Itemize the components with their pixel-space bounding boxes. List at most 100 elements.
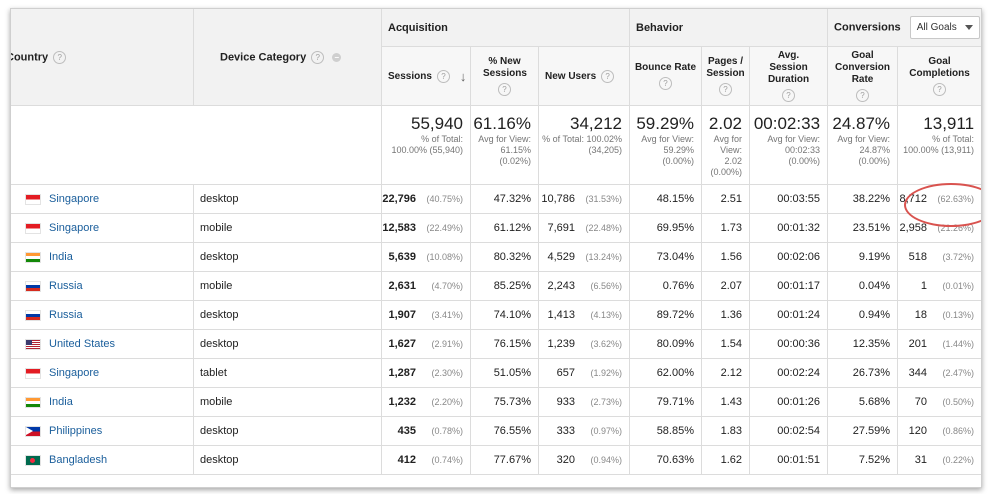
bounce-rate-header[interactable]: Bounce Rate? xyxy=(629,46,702,106)
country-cell: Singapore xyxy=(11,184,194,214)
goal-completions-percent: (0.50%) xyxy=(942,397,975,407)
new-users-value: 933 xyxy=(556,396,575,408)
bounce-rate-cell: 89.72% xyxy=(629,300,702,330)
new-users-percent: (2.73%) xyxy=(590,397,622,407)
russia-flag-icon xyxy=(26,281,40,291)
sessions-percent: (22.49%) xyxy=(426,223,463,233)
help-icon[interactable]: ? xyxy=(933,83,947,96)
sessions-value: 1,287 xyxy=(388,367,416,379)
country-link[interactable]: Singapore xyxy=(49,193,100,205)
sessions-header[interactable]: Sessions? ↓ xyxy=(381,46,471,106)
avg-session-duration-cell: 00:03:55 xyxy=(748,184,829,214)
help-icon[interactable]: ? xyxy=(782,89,796,102)
remove-dimension-icon[interactable]: − xyxy=(332,52,342,62)
country-link[interactable]: India xyxy=(49,251,73,263)
total-pct-new-sub: Avg for View: 61.15% (0.02%) xyxy=(478,134,531,166)
avg-session-duration-header[interactable]: Avg. Session Duration? xyxy=(748,46,829,106)
pages-per-session-cell: 2.51 xyxy=(701,184,750,214)
sessions-header-label: Sessions xyxy=(388,70,432,82)
country-cell: India xyxy=(11,242,194,272)
conversions-label: Conversions xyxy=(834,21,901,34)
avg-session-duration-label: Avg. Session Duration xyxy=(767,50,810,85)
bounce-rate-cell: 58.85% xyxy=(629,416,702,446)
device-cell: tablet xyxy=(193,358,382,388)
device-cell: desktop xyxy=(193,184,382,214)
country-link[interactable]: India xyxy=(49,396,73,408)
country-link[interactable]: United States xyxy=(49,338,116,350)
help-icon[interactable]: ? xyxy=(659,77,672,90)
total-pages-value: 2.02 xyxy=(708,114,742,133)
goal-completions-percent: (1.44%) xyxy=(942,339,975,349)
bounce-rate-cell: 69.95% xyxy=(629,213,702,243)
pages-per-session-cell: 2.12 xyxy=(701,358,750,388)
avg-session-duration-cell: 00:02:06 xyxy=(748,242,829,272)
help-icon[interactable]: ? xyxy=(719,83,732,96)
country-cell: India xyxy=(11,387,194,417)
pct-new-sessions-cell: 75.73% xyxy=(470,387,539,417)
help-icon[interactable]: ? xyxy=(856,89,870,102)
goal-completions-header[interactable]: Goal Completions? xyxy=(897,46,981,106)
country-link[interactable]: Russia xyxy=(49,309,83,321)
new-users-value: 333 xyxy=(556,425,575,437)
goal-completions-percent: (0.86%) xyxy=(942,426,975,436)
country-cell: Russia xyxy=(11,300,194,330)
goal-completions-cell: 1 (0.01%) xyxy=(897,271,981,301)
goal-completions-percent: (3.72%) xyxy=(942,252,975,262)
new-users-header[interactable]: New Users? xyxy=(538,46,630,106)
goal-conversion-rate-cell: 0.04% xyxy=(827,271,899,301)
pct-new-sessions-cell: 85.25% xyxy=(470,271,539,301)
device-cell: mobile xyxy=(193,213,382,243)
total-new-users-value: 34,212 xyxy=(570,114,622,133)
country-link[interactable]: Singapore xyxy=(49,222,100,234)
country-header[interactable]: Country? xyxy=(11,9,194,106)
goal-completions-percent: (2.47%) xyxy=(942,368,975,378)
pct-new-sessions-header[interactable]: % New Sessions? xyxy=(470,46,539,106)
help-icon[interactable]: ? xyxy=(498,83,511,96)
device-category-header[interactable]: Device Category? − xyxy=(193,9,382,106)
pct-new-sessions-cell: 61.12% xyxy=(470,213,539,243)
pages-per-session-header[interactable]: Pages / Session? xyxy=(701,46,750,106)
table-row: Russia desktop 1,907 (3.41%) 74.10% 1,413 (4.1… xyxy=(11,300,981,330)
sessions-percent: (2.20%) xyxy=(431,397,463,407)
new-users-percent: (6.56%) xyxy=(590,281,622,291)
sessions-cell: 412 (0.74%) xyxy=(381,445,471,475)
pages-per-session-cell: 1.73 xyxy=(701,213,750,243)
pct-new-sessions-cell: 77.67% xyxy=(470,445,539,475)
pct-new-sessions-cell: 76.15% xyxy=(470,329,539,359)
sessions-percent: (10.08%) xyxy=(426,252,463,262)
country-link[interactable]: Russia xyxy=(49,280,83,292)
goal-conversion-rate-header[interactable]: Goal Conversion Rate? xyxy=(827,46,899,106)
goals-dropdown[interactable]: All Goals xyxy=(909,16,980,39)
behavior-group-header: Behavior xyxy=(628,9,829,47)
help-icon[interactable]: ? xyxy=(436,69,450,83)
help-icon[interactable]: ? xyxy=(601,69,615,83)
total-avg-session-duration: 00:02:33 Avg for View: 00:02:33 (0.00%) xyxy=(748,105,829,185)
goal-conversion-rate-cell: 7.52% xyxy=(827,445,899,475)
sort-down-arrow-icon[interactable]: ↓ xyxy=(459,68,467,84)
goal-completions-value: 18 xyxy=(914,309,928,321)
new-users-value: 4,529 xyxy=(547,251,575,263)
device-cell: mobile xyxy=(193,271,382,301)
sessions-percent: (0.74%) xyxy=(431,455,463,465)
india-flag-icon xyxy=(26,397,40,407)
country-cell: Bangladesh xyxy=(11,445,194,475)
bounce-rate-cell: 70.63% xyxy=(629,445,702,475)
goal-completions-percent: (21.26%) xyxy=(937,223,975,233)
bounce-rate-cell: 62.00% xyxy=(629,358,702,388)
country-link[interactable]: Bangladesh xyxy=(49,454,108,466)
pages-per-session-label: Pages / Session xyxy=(706,56,745,79)
goal-completions-cell: 518 (3.72%) xyxy=(897,242,981,272)
pages-per-session-cell: 1.43 xyxy=(701,387,750,417)
table-row: Bangladesh desktop 412 (0.74%) 77.67% 320 (0.9… xyxy=(11,445,981,475)
help-icon[interactable]: ? xyxy=(311,50,325,64)
total-pct-new-value: 61.16% xyxy=(473,114,531,133)
avg-session-duration-cell: 00:00:36 xyxy=(748,329,829,359)
pct-new-sessions-cell: 51.05% xyxy=(470,358,539,388)
country-link[interactable]: Singapore xyxy=(49,367,100,379)
report-table: Country? Device Category? − Acquisition B… xyxy=(11,9,981,475)
total-completions-value: 13,911 xyxy=(923,114,975,133)
goal-conversion-rate-cell: 26.73% xyxy=(827,358,899,388)
help-icon[interactable]: ? xyxy=(53,50,67,64)
country-link[interactable]: Philippines xyxy=(49,425,103,437)
bounce-rate-cell: 79.71% xyxy=(629,387,702,417)
